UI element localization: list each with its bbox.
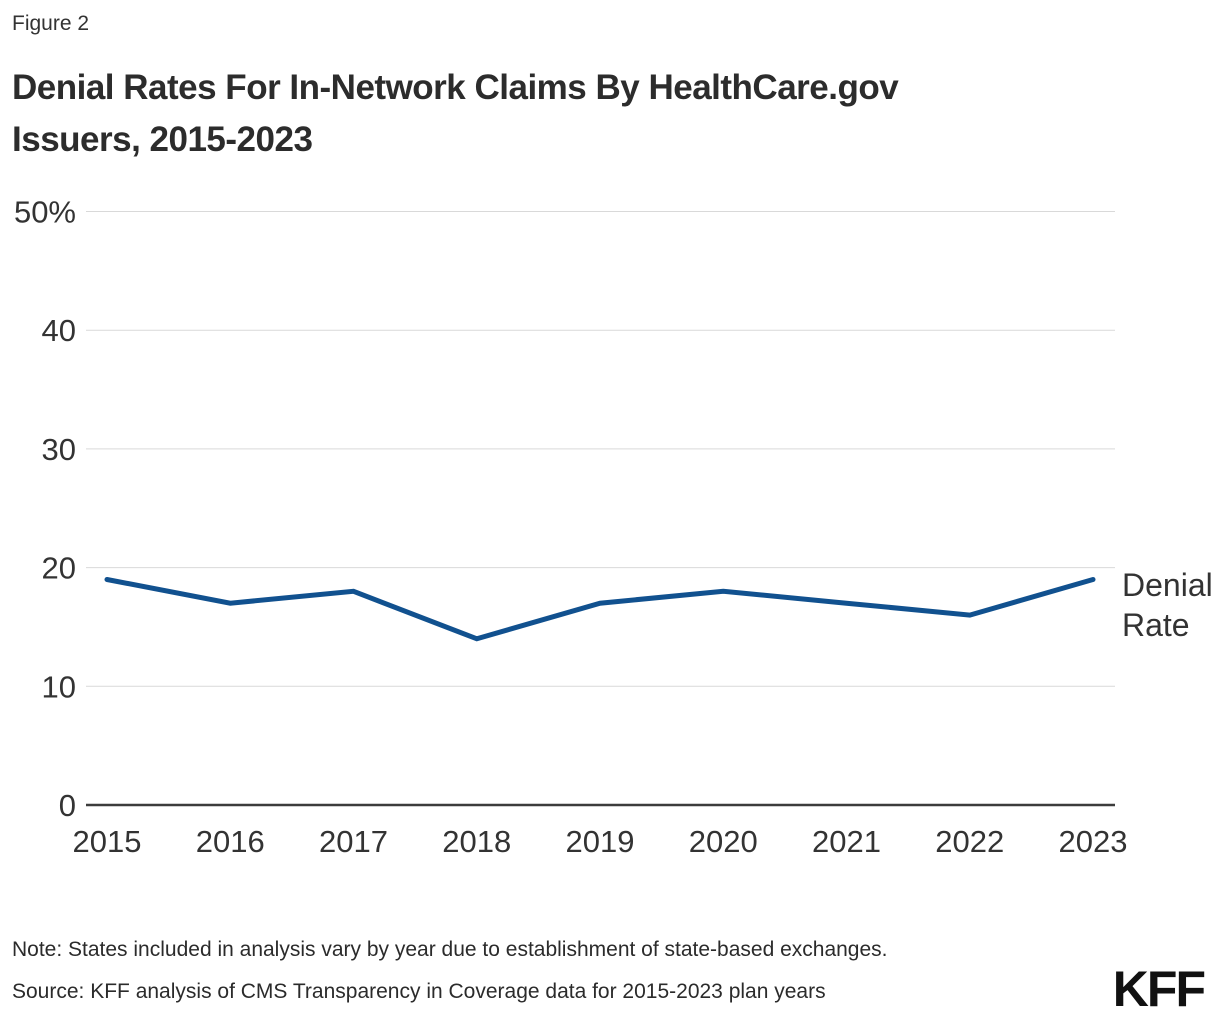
denial-rate-line	[104, 577, 1096, 642]
series-label-line-1: Denial	[1122, 567, 1213, 603]
y-tick-label-0: 0	[59, 788, 76, 823]
y-tick-label-20: 20	[42, 551, 76, 586]
source-text: Source: KFF analysis of CMS Transparency…	[12, 980, 826, 1003]
y-tick-label-30: 30	[42, 432, 76, 467]
chart-title: Denial Rates For In-Network Claims By He…	[12, 62, 1162, 166]
y-tick-label-50: 50%	[14, 195, 76, 230]
x-tick-label-2018: 2018	[442, 824, 511, 859]
chart-title-line2: Issuers, 2015-2023	[12, 120, 313, 159]
figure-label: Figure 2	[12, 12, 90, 35]
chart-title-line1: Denial Rates For In-Network Claims By He…	[12, 68, 899, 107]
x-tick-label-2022: 2022	[935, 824, 1004, 859]
note-text: Note: States included in analysis vary b…	[12, 938, 888, 961]
x-tick-label-2019: 2019	[566, 824, 635, 859]
x-tick-label-2021: 2021	[812, 824, 881, 859]
x-tick-label-2015: 2015	[73, 824, 142, 859]
x-tick-label-2017: 2017	[319, 824, 388, 859]
x-tick-label-2016: 2016	[196, 824, 265, 859]
kff-logo: KFF	[1112, 961, 1206, 1017]
y-tick-label-10: 10	[42, 669, 76, 704]
x-tick-label-2020: 2020	[689, 824, 758, 859]
x-tick-label-2023: 2023	[1059, 824, 1128, 859]
series-label-line-2: Rate	[1122, 607, 1190, 643]
y-tick-label-40: 40	[42, 313, 76, 348]
